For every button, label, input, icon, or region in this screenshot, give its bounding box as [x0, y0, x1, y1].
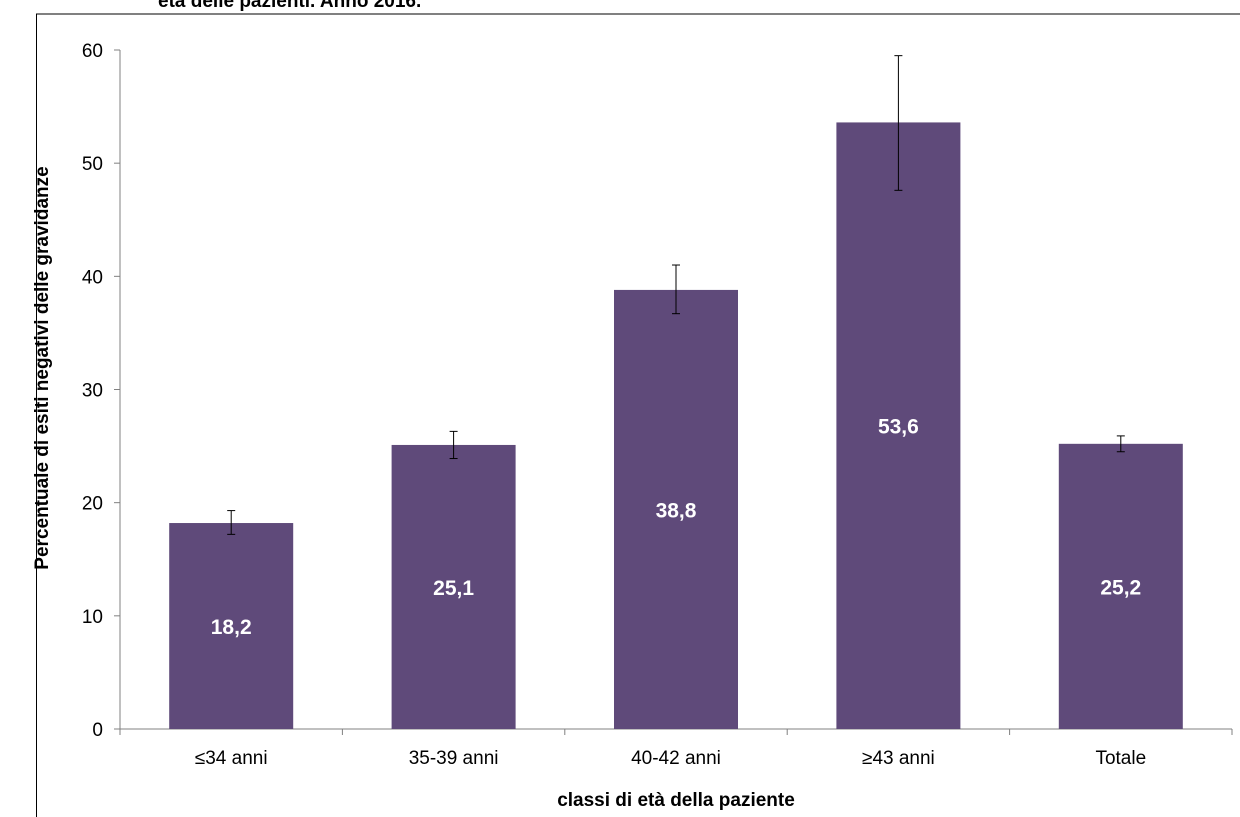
- y-tick-label: 20: [82, 494, 103, 515]
- x-axis-title: classi di età della paziente: [557, 790, 795, 811]
- x-category-label: 40-42 anni: [631, 748, 721, 769]
- y-tick-label: 10: [82, 607, 103, 628]
- bar-5: [1058, 443, 1183, 729]
- bar-value-label: 25,2: [1100, 576, 1141, 599]
- bar-value-label: 53,6: [878, 416, 919, 439]
- bar-value-label: 38,8: [656, 499, 697, 522]
- x-category-label: ≥43 anni: [862, 748, 935, 769]
- bar-3: [614, 289, 738, 729]
- x-category-label: ≤34 anni: [195, 748, 268, 769]
- bar-2: [391, 444, 516, 729]
- bar-value-label: 25,1: [433, 577, 474, 600]
- x-category-label: Totale: [1095, 748, 1146, 769]
- bar-value-label: 18,2: [211, 616, 252, 639]
- y-axis-title: Percentuale di esiti negativi delle grav…: [32, 166, 53, 569]
- y-tick-label: 60: [82, 41, 103, 62]
- y-tick-label: 0: [92, 720, 103, 741]
- y-tick-label: 50: [82, 154, 103, 175]
- bar-4: [836, 122, 961, 730]
- chart-title-fragment: età delle pazienti. Anno 2016.: [158, 0, 422, 12]
- y-tick-label: 40: [82, 267, 103, 288]
- bar-1: [169, 523, 294, 729]
- bar-chart: 0 10 20 30 40 50 60 18,2 ≤34 anni 25,1 35-39 anni 3…: [32, 41, 1233, 811]
- x-category-label: 35-39 anni: [409, 748, 499, 769]
- y-tick-label: 30: [82, 381, 103, 402]
